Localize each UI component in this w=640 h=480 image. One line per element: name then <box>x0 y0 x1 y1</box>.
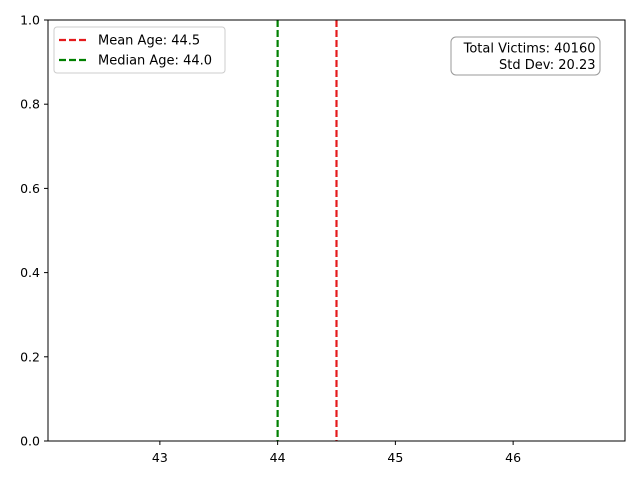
y-tick-label: 0.6 <box>20 181 40 196</box>
y-tick-label: 1.0 <box>20 13 40 28</box>
y-tick-label: 0.8 <box>20 97 40 112</box>
stats-annotation: Total Victims: 40160 Std Dev: 20.23 <box>450 36 601 76</box>
legend-label-mean: Mean Age: 44.5 <box>98 34 200 49</box>
plot-frame <box>47 19 626 442</box>
vertical-lines <box>276 20 338 441</box>
x-axis-ticks: 43 44 45 46 <box>152 441 521 465</box>
legend: Mean Age: 44.5 Median Age: 44.0 <box>53 26 226 74</box>
y-tick-label: 0.2 <box>20 349 40 364</box>
x-tick-label: 44 <box>270 450 286 465</box>
x-tick-label: 43 <box>152 450 168 465</box>
x-tick-label: 46 <box>505 450 521 465</box>
y-tick-label: 0.0 <box>20 434 40 449</box>
y-axis-ticks: 0.0 0.2 0.4 0.6 0.8 1.0 <box>20 13 48 449</box>
stats-std-dev: Std Dev: 20.23 <box>499 58 595 73</box>
x-tick-label: 45 <box>387 450 403 465</box>
stats-box <box>450 36 601 76</box>
legend-label-median: Median Age: 44.0 <box>98 54 212 69</box>
y-tick-label: 0.4 <box>20 265 40 280</box>
stats-total-victims: Total Victims: 40160 <box>463 42 596 57</box>
legend-box <box>53 26 226 74</box>
